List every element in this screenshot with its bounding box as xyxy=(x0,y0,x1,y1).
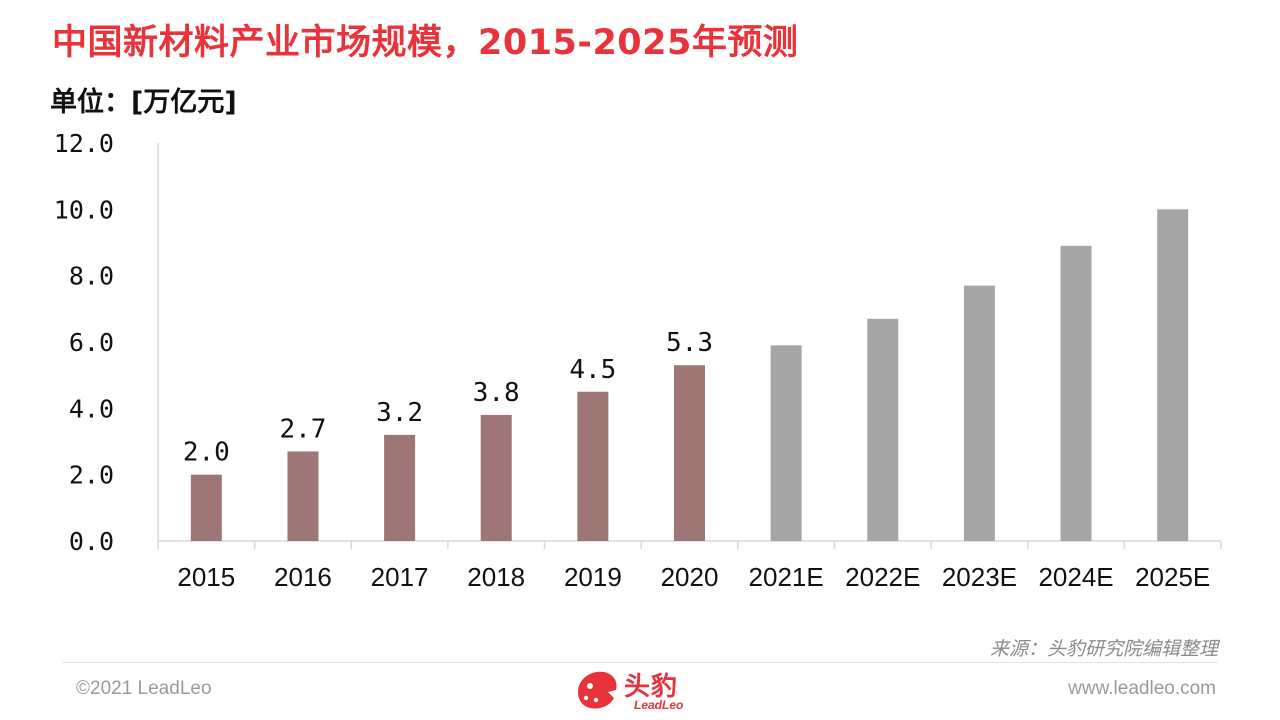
y-tick-label: 4.0 xyxy=(69,394,114,423)
x-tick-label: 2023E xyxy=(942,562,1017,592)
bar xyxy=(287,451,319,541)
x-tick-label: 2017 xyxy=(371,562,429,592)
copyright-text: ©2021 LeadLeo xyxy=(76,678,212,699)
x-tick-label: 2025E xyxy=(1135,562,1210,592)
bar xyxy=(963,285,995,541)
logo-chinese-text: 头豹 xyxy=(624,672,679,702)
y-tick-label: 8.0 xyxy=(69,262,114,291)
x-tick-label: 2015 xyxy=(177,562,235,592)
data-label: 3.8 xyxy=(473,378,520,408)
leadleo-logo: 头豹 LeadLeo xyxy=(574,664,710,718)
bar xyxy=(1157,209,1189,542)
bar xyxy=(480,414,512,541)
source-note: 来源：头豹研究院编辑整理 xyxy=(989,638,1218,660)
unit-label: 单位：[万亿元] xyxy=(50,87,237,118)
data-label: 2.0 xyxy=(183,438,230,468)
y-tick-label: 2.0 xyxy=(69,461,114,490)
chart-title: 中国新材料产业市场规模，2015-2025年预测 xyxy=(52,23,799,63)
bar xyxy=(190,474,222,541)
bar xyxy=(577,391,609,541)
data-label: 4.5 xyxy=(569,355,616,385)
bar xyxy=(770,345,802,541)
leopard-head-icon xyxy=(578,671,617,709)
x-tick-label: 2021E xyxy=(749,562,824,592)
footer-divider xyxy=(62,662,1218,663)
bar xyxy=(384,434,416,541)
y-tick-label: 10.0 xyxy=(54,195,114,224)
x-tick-label: 2020 xyxy=(661,562,719,592)
x-tick-label: 2019 xyxy=(564,562,622,592)
website-link[interactable]: www.leadleo.com xyxy=(1068,678,1216,699)
bar xyxy=(674,365,705,541)
logo-english-text: LeadLeo xyxy=(634,698,684,712)
x-tick-label: 2016 xyxy=(274,562,332,592)
data-label: 5.3 xyxy=(666,328,713,358)
x-tick-label: 2018 xyxy=(467,562,525,592)
x-tick-label: 2022E xyxy=(845,562,920,592)
bar xyxy=(1060,245,1092,542)
data-label: 2.7 xyxy=(279,414,326,444)
data-label: 3.2 xyxy=(376,398,423,428)
y-tick-label: 0.0 xyxy=(69,527,114,556)
bar xyxy=(867,318,899,541)
y-tick-label: 6.0 xyxy=(69,328,114,357)
x-tick-label: 2024E xyxy=(1038,562,1113,592)
y-tick-label: 12.0 xyxy=(54,129,114,158)
